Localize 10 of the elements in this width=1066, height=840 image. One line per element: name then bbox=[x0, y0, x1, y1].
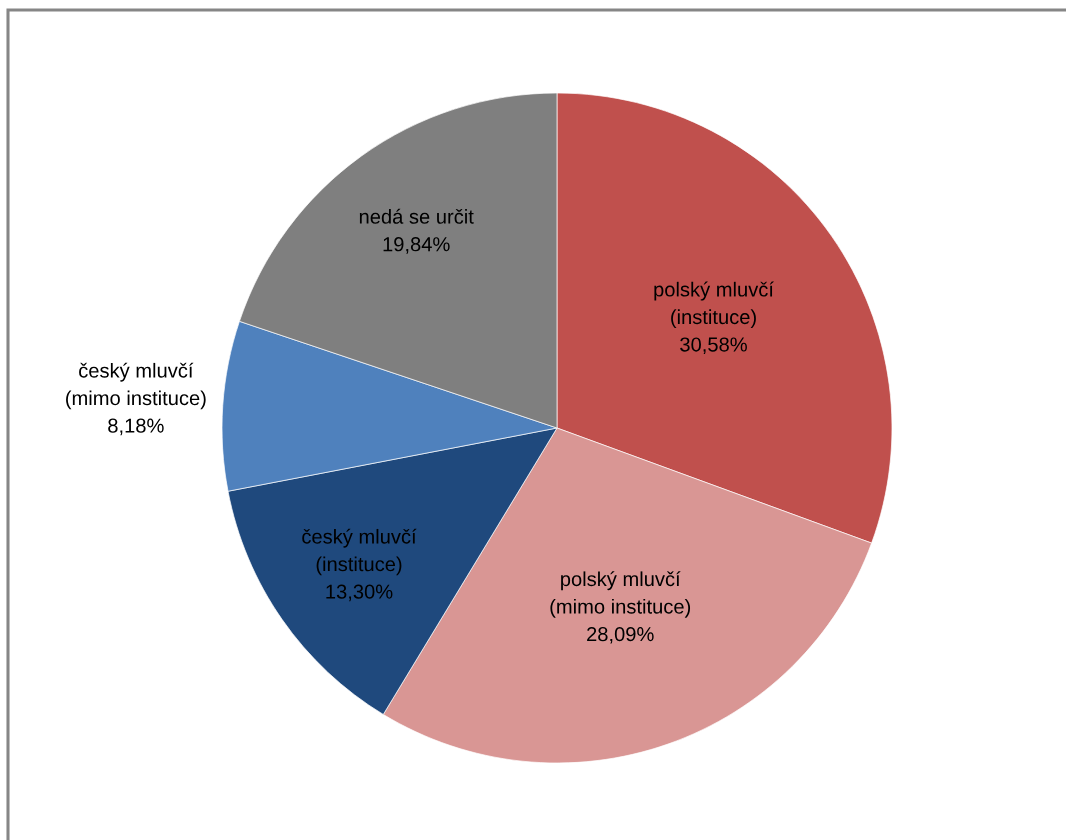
slice-label: český mluvčí (mimo instituce) bbox=[66, 362, 206, 410]
data-label: 19,84% bbox=[383, 237, 450, 254]
slice-label: nedá se určit bbox=[359, 208, 474, 224]
slice-label: polský mluvčí (mimo instituce) bbox=[550, 571, 691, 618]
data-label: 30,58% bbox=[680, 337, 747, 355]
slice-label: polský mluvčí (instituce) bbox=[654, 281, 774, 329]
data-label: 13,30% bbox=[326, 584, 393, 602]
data-label: 28,09% bbox=[587, 626, 654, 644]
data-label: 8,18% bbox=[108, 418, 164, 436]
slice-label: český mluvčí (instituce) bbox=[302, 528, 417, 576]
